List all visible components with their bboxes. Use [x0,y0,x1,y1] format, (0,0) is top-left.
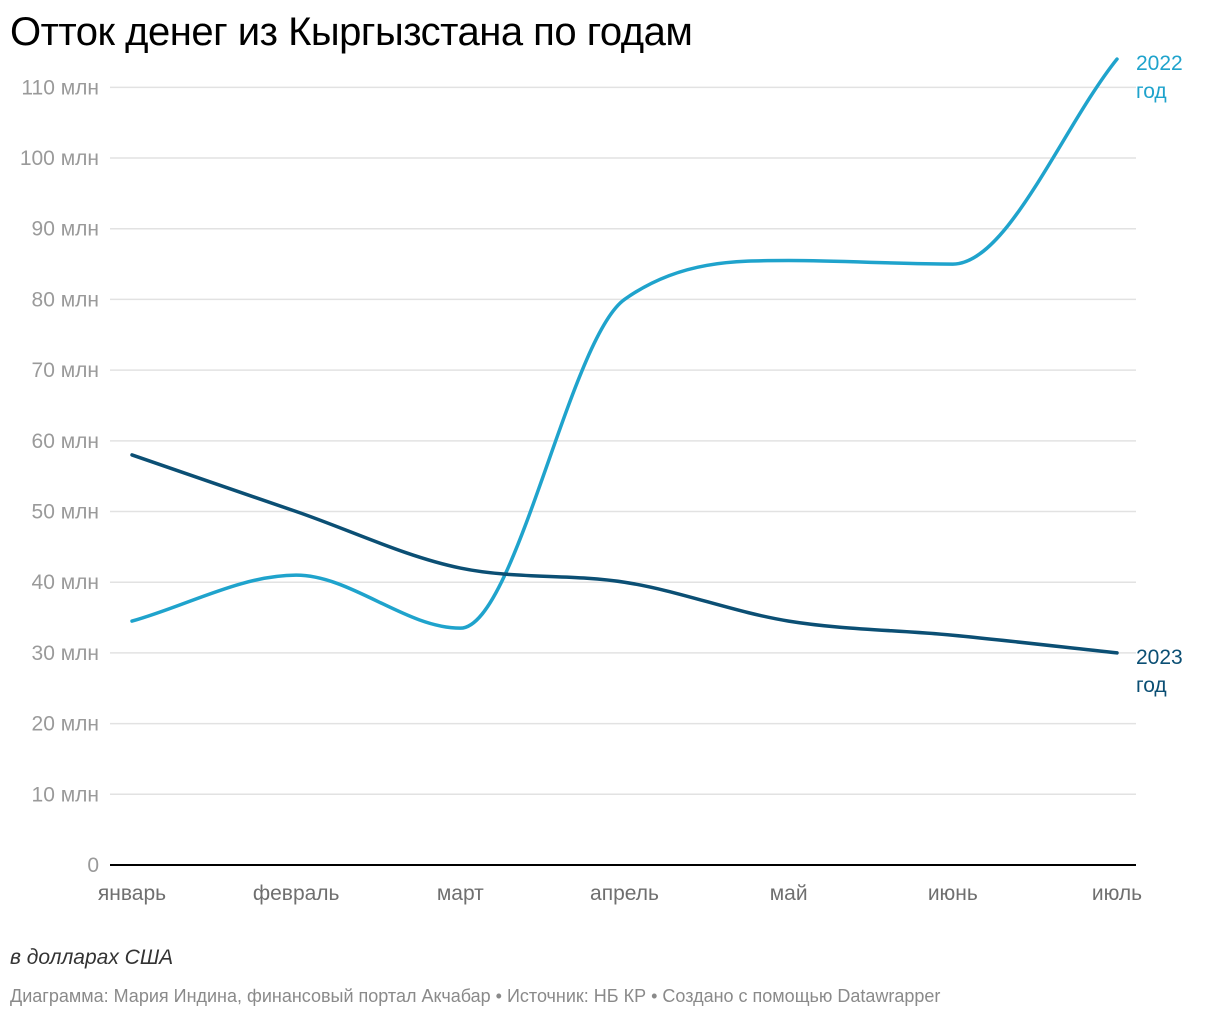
y-tick-label: 60 млн [32,430,99,453]
y-tick-label: 10 млн [32,783,99,806]
x-tick-label: март [437,882,484,905]
series-line-s2023 [130,453,1119,655]
x-tick-label: апрель [590,882,659,905]
y-tick-label: 90 млн [32,218,99,241]
gridlines [110,86,1136,796]
y-tick-label: 70 млн [32,359,99,382]
y-tick-label: 110 млн [21,76,99,99]
y-tick-label: 20 млн [32,713,99,736]
series-labels: 2022 год 2023 год [1136,52,1183,697]
chart-credits: Диаграмма: Мария Индина, финансовый порт… [10,986,941,1006]
x-tick-label: май [770,882,808,905]
y-tick-label: 50 млн [32,501,99,524]
series-lines [130,57,1119,655]
x-tick-label: июль [1092,882,1142,905]
y-tick-label: 40 млн [32,571,99,594]
x-tick-label: июнь [928,882,978,905]
x-tick-label: февраль [253,882,340,905]
chart-subtitle: в долларах США [10,946,174,969]
y-tick-label: 80 млн [32,288,99,311]
y-axis-ticks: 0 10 млн 20 млн 30 млн 40 млн 50 млн 60 млн 70 … [20,76,99,877]
series-label-s2023: 2023 год [1136,646,1183,697]
y-tick-label: 30 млн [32,642,99,665]
series-label-s2022: 2022 год [1136,52,1183,103]
x-axis-ticks: январь февраль март апрель май июнь июль [98,882,1142,905]
chart-title: Отток денег из Кыргызстана по годам [10,10,693,54]
y-tick-label: 0 [87,854,99,877]
series-line-s2022 [130,57,1119,630]
x-tick-label: январь [98,882,166,905]
y-tick-label: 100 млн [20,147,99,170]
